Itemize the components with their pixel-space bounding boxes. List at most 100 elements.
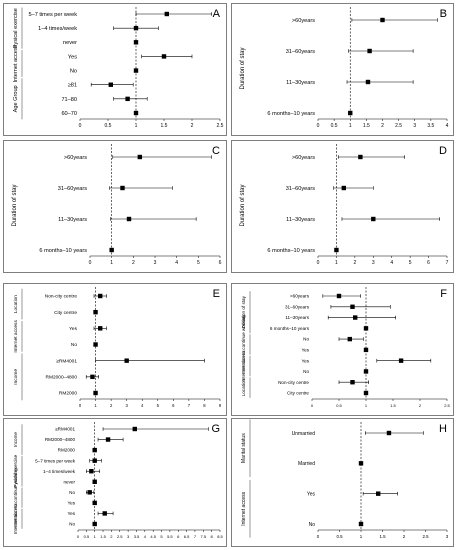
- x-tick-label: 2.5: [395, 123, 402, 129]
- odds-ratio-marker: [92, 447, 97, 453]
- forest-plot-svg: 0 1 2 3 4 5 6 7 8 9 Non-city centre City centre Yes N…: [13, 287, 222, 408]
- x-tick-label: 0: [79, 123, 82, 129]
- y-axis-label: Duration of stay: [12, 184, 18, 226]
- row-label: 6 months–10 years: [270, 326, 310, 331]
- x-tick-label: 0: [89, 260, 92, 266]
- row-label: 1–4 times/week: [43, 469, 76, 474]
- group-label: Intention to continue working: [241, 315, 246, 374]
- x-tick-label: 5: [157, 403, 160, 408]
- x-tick-label: 0.5: [336, 534, 343, 539]
- group-label: Pysical exercise: [13, 454, 18, 487]
- odds-ratio-marker: [350, 380, 355, 385]
- x-tick-label: 2: [191, 123, 194, 129]
- x-tick-label: 3: [446, 534, 449, 539]
- panel-letter: H: [439, 423, 447, 435]
- row-label: >60years: [292, 155, 315, 161]
- odds-ratio-marker: [365, 79, 371, 85]
- x-tick-label: 5: [409, 260, 412, 266]
- x-tick-label: 1: [335, 260, 338, 266]
- odds-ratio-marker: [137, 154, 143, 160]
- x-tick-label: 3: [154, 260, 157, 266]
- odds-ratio-marker: [105, 437, 111, 442]
- odds-ratio-marker: [92, 500, 97, 506]
- forest-plot-panel-d: D 0 1 2 3 4 5 6 7 >60years 31–60years 11–30years 6 …: [231, 140, 454, 273]
- x-tick-label: 2: [132, 260, 135, 266]
- x-tick-label: 3: [125, 403, 128, 408]
- group-label: Income: [13, 369, 19, 385]
- odds-ratio-marker: [109, 247, 114, 253]
- odds-ratio-marker: [133, 25, 139, 31]
- x-tick-label: 2: [110, 403, 113, 408]
- x-tick-label: 4: [175, 260, 178, 266]
- row-label: Unmarried: [292, 431, 316, 437]
- group-label: Location: [241, 378, 246, 396]
- odds-ratio-marker: [161, 54, 167, 59]
- odds-ratio-marker: [363, 390, 369, 396]
- x-tick-label: 2.5: [217, 123, 224, 129]
- row-label: >60years: [290, 294, 310, 299]
- row-label: never: [63, 40, 77, 46]
- x-tick-label: 8: [203, 403, 206, 408]
- row-label: ≥RM4001: [56, 358, 77, 364]
- row-label: 5–7 times per week: [35, 458, 76, 463]
- row-label: Yes: [68, 500, 76, 505]
- x-tick-label: 2: [403, 534, 406, 539]
- odds-ratio-marker: [120, 185, 125, 191]
- x-tick-label: 4: [446, 123, 449, 129]
- x-tick-label: 0: [77, 534, 80, 539]
- row-label: No: [69, 490, 75, 495]
- x-tick-label: 3: [413, 123, 416, 129]
- forest-plot-panel-h: H 0 0.5 1 1.5 2 2.5 3 Unmarried Married Yes No Mari…: [231, 418, 454, 547]
- odds-ratio-marker: [376, 491, 381, 496]
- odds-ratio-marker: [102, 511, 107, 516]
- x-tick-label: 2.5: [117, 534, 123, 539]
- forest-plot-svg: 0 0.5 1 1.5 2 2.5 3 Unmarried Married Yes No Marita…: [241, 419, 449, 539]
- forest-plot-panel-g: G 0 0.5 1 1.5 2 2.5 3 3.5 4 4.5 5 5.5 6 6.5 7 7.5 8 8.5 ≥R…: [3, 418, 227, 547]
- x-tick-label: 0: [317, 123, 320, 129]
- odds-ratio-marker: [363, 347, 369, 353]
- odds-ratio-marker: [367, 48, 372, 54]
- forest-plot-svg: 0 1 2 3 4 5 6 >60years 31–60years 11–30years 6 mon…: [12, 144, 222, 266]
- odds-ratio-marker: [334, 247, 339, 253]
- odds-ratio-marker: [348, 110, 353, 116]
- group-label: Location: [13, 295, 19, 313]
- row-label: Married: [298, 461, 315, 467]
- odds-ratio-marker: [347, 336, 352, 342]
- row-label: City centre: [54, 310, 77, 316]
- x-tick-label: 1: [360, 534, 363, 539]
- x-tick-label: 1: [365, 403, 368, 408]
- row-label: 71–80: [61, 97, 77, 103]
- row-label: 11–30years: [285, 315, 309, 320]
- odds-ratio-marker: [371, 216, 376, 222]
- odds-ratio-marker: [353, 315, 358, 320]
- panel-letter: A: [212, 8, 220, 20]
- group-label: Intention to continue working: [13, 468, 18, 527]
- x-tick-label: 2: [353, 260, 356, 266]
- x-tick-label: 6.5: [184, 534, 190, 539]
- x-tick-label: 9: [219, 403, 222, 408]
- row-label: >60years: [64, 155, 87, 161]
- forest-plot-panel-a: A 0 0.5 1 1.5 2 2.5 5–7 times per week 1–4 time…: [3, 3, 227, 136]
- forest-plot-svg: 0 1 2 3 4 5 6 7 >60years 31–60years 11–30years 6 mo…: [240, 144, 449, 266]
- row-label: Non-city centre: [45, 294, 78, 300]
- forest-plot-panel-f: F 0 0.5 1 1.5 2 2.5 >60years 31–60years 11–30yea…: [231, 283, 454, 416]
- group-label: Internet access: [13, 502, 18, 534]
- x-tick-label: 0: [79, 403, 82, 408]
- x-tick-label: 2: [419, 403, 422, 408]
- row-label: No: [303, 337, 309, 342]
- y-axis-label: Duration of stay: [240, 184, 246, 226]
- row-label: 11–30years: [286, 80, 315, 86]
- x-tick-label: 4: [141, 403, 144, 408]
- row-label: >60years: [292, 18, 315, 24]
- x-tick-label: 0: [311, 403, 314, 408]
- x-tick-label: 7.5: [201, 534, 207, 539]
- row-label: No: [303, 369, 309, 374]
- odds-ratio-marker: [93, 309, 98, 315]
- group-label: Marital status: [241, 433, 247, 463]
- odds-ratio-marker: [363, 326, 369, 331]
- odds-ratio-marker: [341, 185, 346, 191]
- group-label: Internet access: [241, 491, 247, 525]
- odds-ratio-marker: [336, 293, 342, 299]
- odds-ratio-marker: [132, 426, 137, 432]
- odds-ratio-marker: [87, 490, 92, 495]
